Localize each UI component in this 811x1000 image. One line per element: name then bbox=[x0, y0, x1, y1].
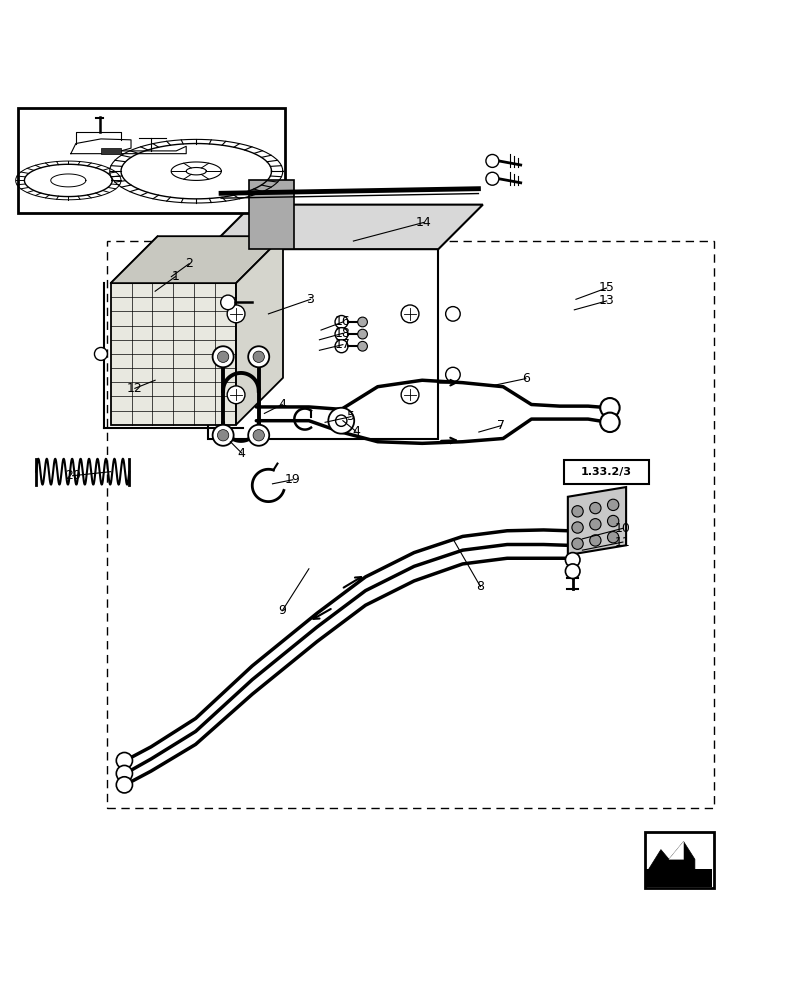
Circle shape bbox=[227, 386, 245, 404]
Circle shape bbox=[571, 506, 582, 517]
Circle shape bbox=[248, 346, 269, 367]
Circle shape bbox=[599, 413, 619, 432]
Text: 14: 14 bbox=[415, 216, 431, 229]
Circle shape bbox=[217, 351, 229, 362]
Circle shape bbox=[445, 367, 460, 382]
Circle shape bbox=[358, 317, 367, 327]
Bar bbox=[18, 108, 285, 213]
Circle shape bbox=[94, 347, 107, 360]
Circle shape bbox=[401, 305, 418, 323]
Circle shape bbox=[485, 172, 498, 185]
Circle shape bbox=[485, 154, 498, 167]
Circle shape bbox=[564, 553, 579, 567]
Text: 8: 8 bbox=[476, 580, 484, 593]
Text: 19: 19 bbox=[285, 473, 300, 486]
Polygon shape bbox=[110, 283, 236, 425]
Circle shape bbox=[335, 328, 348, 341]
Circle shape bbox=[599, 398, 619, 417]
Polygon shape bbox=[101, 148, 121, 154]
Polygon shape bbox=[208, 205, 483, 249]
Polygon shape bbox=[567, 487, 625, 555]
Circle shape bbox=[116, 752, 132, 769]
Text: 1.33.2/3: 1.33.2/3 bbox=[580, 467, 631, 477]
Circle shape bbox=[358, 329, 367, 339]
Circle shape bbox=[116, 765, 132, 782]
Circle shape bbox=[221, 295, 235, 310]
Bar bbox=[563, 460, 648, 484]
Text: 6: 6 bbox=[521, 372, 529, 385]
Circle shape bbox=[253, 351, 264, 362]
Circle shape bbox=[589, 519, 600, 530]
Circle shape bbox=[589, 502, 600, 514]
Polygon shape bbox=[110, 236, 283, 283]
Circle shape bbox=[564, 564, 579, 578]
Polygon shape bbox=[668, 841, 683, 859]
Text: 4: 4 bbox=[278, 398, 285, 411]
Text: 13: 13 bbox=[598, 294, 614, 307]
Bar bbox=[646, 869, 711, 887]
Circle shape bbox=[358, 341, 367, 351]
Circle shape bbox=[212, 425, 234, 446]
Text: 12: 12 bbox=[127, 382, 143, 395]
Polygon shape bbox=[208, 249, 438, 439]
Polygon shape bbox=[249, 180, 294, 249]
Bar bbox=[106, 241, 713, 808]
Circle shape bbox=[571, 522, 582, 533]
Text: 7: 7 bbox=[497, 419, 505, 432]
Text: 16: 16 bbox=[335, 315, 350, 328]
Text: 11: 11 bbox=[614, 536, 630, 549]
Circle shape bbox=[217, 430, 229, 441]
Circle shape bbox=[571, 538, 582, 549]
Circle shape bbox=[589, 535, 600, 546]
Text: 9: 9 bbox=[278, 604, 285, 617]
Text: 17: 17 bbox=[334, 338, 350, 351]
Circle shape bbox=[116, 777, 132, 793]
Circle shape bbox=[227, 305, 245, 323]
Text: 4: 4 bbox=[351, 425, 359, 438]
Bar bbox=[644, 832, 713, 888]
Text: 5: 5 bbox=[346, 410, 354, 423]
Text: 3: 3 bbox=[307, 293, 314, 306]
Circle shape bbox=[607, 515, 618, 527]
Circle shape bbox=[328, 408, 354, 434]
Text: 2: 2 bbox=[185, 257, 193, 270]
Text: 1: 1 bbox=[171, 270, 179, 283]
Polygon shape bbox=[648, 841, 694, 869]
Circle shape bbox=[248, 425, 269, 446]
Text: 18: 18 bbox=[334, 327, 350, 340]
Circle shape bbox=[401, 386, 418, 404]
Circle shape bbox=[607, 499, 618, 511]
Circle shape bbox=[335, 315, 348, 328]
Circle shape bbox=[335, 340, 348, 353]
Circle shape bbox=[253, 430, 264, 441]
Circle shape bbox=[212, 346, 234, 367]
Polygon shape bbox=[236, 236, 283, 425]
Text: 4: 4 bbox=[238, 447, 246, 460]
Circle shape bbox=[445, 307, 460, 321]
Circle shape bbox=[607, 532, 618, 543]
Text: 15: 15 bbox=[598, 281, 614, 294]
Text: 10: 10 bbox=[614, 522, 630, 535]
Text: 20: 20 bbox=[65, 469, 80, 482]
